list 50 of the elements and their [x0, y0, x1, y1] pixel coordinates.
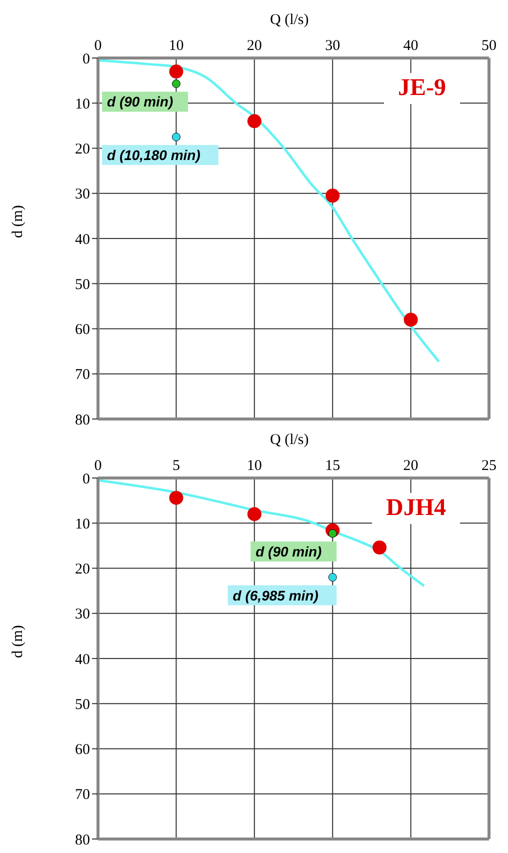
y-tick-label: 0: [82, 51, 90, 68]
y-tick-label: 70: [75, 367, 90, 384]
x-tick-label: 5: [172, 458, 180, 474]
x-tick-label: 0: [94, 38, 102, 54]
point: [172, 79, 180, 88]
point: [169, 64, 184, 79]
point: [404, 312, 418, 327]
y-tick-label: 30: [75, 186, 90, 203]
point: [172, 132, 180, 142]
x-tick-label: 50: [482, 38, 496, 54]
text: DJH4: [372, 493, 460, 524]
x-tick-label: 25: [482, 458, 496, 474]
x-tick-label: 15: [325, 458, 340, 474]
text: JE-9: [384, 73, 460, 104]
series-label: d (10,180 min): [107, 146, 201, 163]
x-tick-label: 30: [325, 38, 340, 54]
y-axis-title: d (m): [10, 625, 27, 658]
series-label: d (90 min): [107, 94, 174, 110]
y-tick-label: 50: [75, 276, 90, 293]
y-tick-label: 40: [75, 652, 90, 668]
y-tick-label: 60: [75, 742, 90, 758]
x-axis-title: Q (l/s): [270, 12, 309, 29]
y-tick-label: 20: [75, 142, 90, 158]
y-tick-label: 70: [75, 787, 90, 804]
y-tick-label: 10: [75, 516, 90, 532]
y-axis-title: d (m): [10, 205, 27, 238]
point: [326, 188, 340, 203]
y-tick-label: 80: [75, 832, 90, 848]
point: [328, 573, 337, 582]
x-tick-label: 0: [94, 458, 102, 474]
x-axis-title: Q (l/s): [270, 432, 309, 449]
point: [169, 490, 184, 505]
point: [247, 507, 262, 522]
y-tick-label: 50: [75, 696, 90, 713]
x-tick-label: 20: [246, 38, 262, 54]
series-label: d (6,985 min): [232, 587, 319, 604]
x-tick-label: 10: [246, 458, 262, 474]
y-tick-label: 30: [75, 606, 90, 623]
y-tick-label: 0: [82, 471, 90, 488]
x-tick-label: 40: [403, 38, 418, 54]
y-tick-label: 40: [75, 232, 90, 248]
series-label: d (90 min): [256, 544, 322, 560]
point: [372, 540, 387, 554]
y-tick-label: 20: [75, 562, 90, 578]
y-tick-label: 80: [75, 412, 90, 428]
y-tick-label: 60: [75, 322, 90, 338]
x-tick-label: 20: [403, 458, 418, 474]
point: [247, 114, 262, 128]
y-tick-label: 10: [75, 96, 90, 112]
x-tick-label: 10: [168, 38, 184, 54]
